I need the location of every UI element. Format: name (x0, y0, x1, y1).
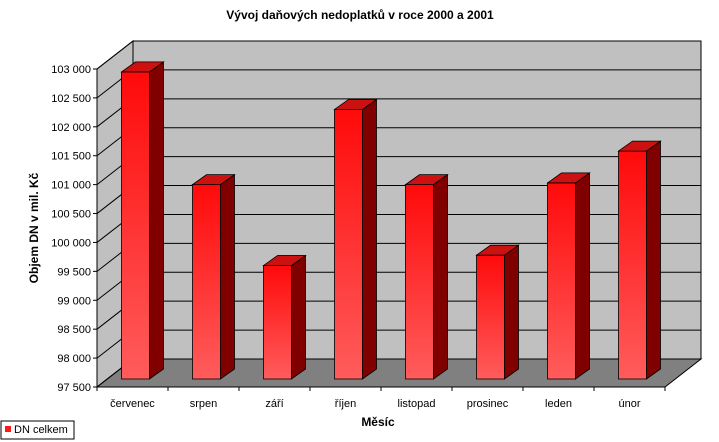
y-tick-label: 100 000 (51, 237, 91, 249)
bar-side (291, 254, 306, 380)
x-tick-label: listopad (398, 398, 436, 410)
legend-box (0, 420, 75, 440)
bar-front (192, 184, 221, 380)
x-tick-label: leden (545, 398, 572, 410)
x-tick-label: prosinec (467, 398, 509, 410)
y-tick-label: 97 500 (57, 382, 91, 394)
legend-swatch (5, 426, 11, 432)
legend-label: DN celkem (14, 424, 68, 436)
x-tick-label: srpen (190, 398, 218, 410)
bar-side (646, 140, 661, 380)
y-tick-label: 101 500 (51, 151, 91, 163)
bar-front (618, 150, 647, 380)
bar-top (191, 174, 236, 186)
bar-front (405, 184, 434, 380)
x-tick-label: únor (618, 398, 640, 410)
y-tick-label: 98 000 (57, 353, 91, 365)
bar (191, 173, 236, 380)
bar-side (433, 173, 448, 380)
bar-front (547, 182, 576, 380)
y-tick-label: 102 000 (51, 122, 91, 134)
floor (95, 358, 703, 388)
y-tick-label: 99 500 (57, 266, 91, 278)
bar-top (546, 172, 591, 184)
bar (475, 244, 520, 380)
bar-top (333, 99, 378, 110)
bar-side (362, 98, 377, 380)
bars (120, 61, 662, 380)
bar (262, 254, 307, 380)
bar-top (475, 244, 520, 256)
bar (120, 61, 165, 380)
bar-top (262, 255, 307, 266)
bar-top (120, 61, 165, 73)
legend: DN celkem (0, 420, 75, 440)
bar-top (404, 174, 449, 186)
bar (546, 172, 591, 380)
x-axis-title: Měsíc (361, 415, 395, 429)
bar (617, 140, 662, 380)
x-axis: červenec srpen září říjen listopad prosinec le… (96, 386, 666, 410)
y-tick-label: 103 000 (51, 64, 91, 76)
y-tick-label: 100 500 (51, 209, 91, 221)
bar-front (121, 71, 150, 380)
x-tick-label: září (265, 398, 283, 410)
bar-front (476, 254, 505, 380)
bar-side (575, 172, 590, 380)
y-tick-label: 101 000 (51, 180, 91, 192)
bar-front (334, 109, 363, 380)
y-axis-title: Objem DN v mil. Kč (27, 172, 41, 283)
bar-top (617, 140, 662, 152)
chart-title: Vývoj daňových nedoplatků v roce 2000 a … (226, 8, 494, 22)
y-tick-label: 102 500 (51, 93, 91, 105)
x-tick-label: říjen (335, 398, 356, 410)
bar-side (149, 61, 164, 380)
y-axis: 97 500 98 000 98 500 99 000 99 500 100 000 100… (51, 64, 98, 394)
gridline (96, 40, 701, 70)
bar-front (263, 265, 292, 380)
bar-side (504, 244, 519, 380)
bar (333, 98, 378, 380)
x-tick-label: červenec (110, 398, 155, 410)
y-tick-label: 99 000 (57, 295, 91, 307)
bar (404, 173, 449, 380)
bar-side (220, 173, 235, 380)
y-tick-label: 98 500 (57, 324, 91, 336)
